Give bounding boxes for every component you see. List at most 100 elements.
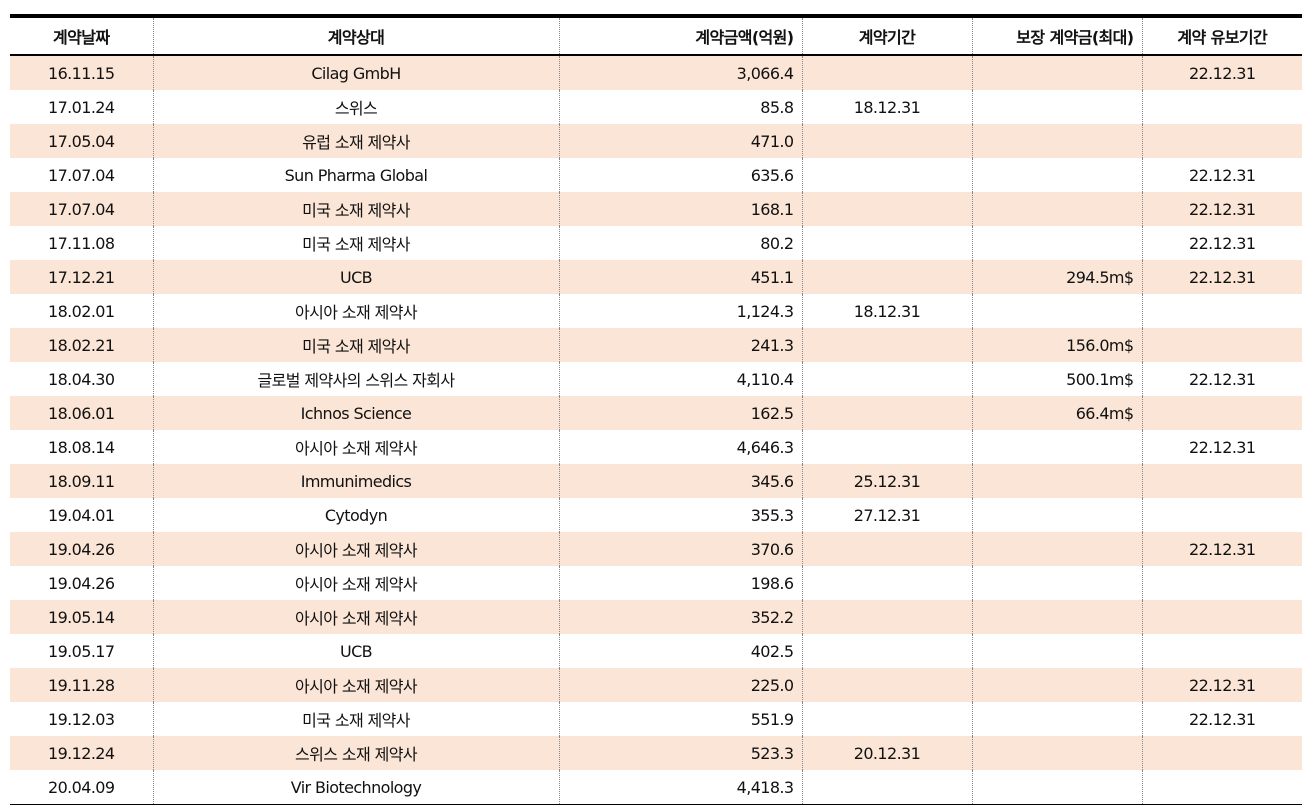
cell-guarantee bbox=[971, 294, 1142, 328]
table-row: 19.05.14 아시아 소재 제약사 352.2 bbox=[10, 600, 1302, 634]
table-row: 18.02.21 미국 소재 제약사 241.3 156.0m$ bbox=[10, 328, 1302, 362]
cell-hold bbox=[1141, 770, 1302, 805]
cell-guarantee: 294.5m$ bbox=[971, 260, 1142, 294]
cell-guarantee bbox=[971, 430, 1142, 464]
header-amount: 계약금액(억원) bbox=[558, 16, 802, 55]
cell-period bbox=[801, 668, 972, 702]
cell-amount: 1,124.3 bbox=[558, 294, 802, 328]
cell-partner: UCB bbox=[152, 260, 559, 294]
cell-amount: 162.5 bbox=[558, 396, 802, 430]
table-row: 18.02.01 아시아 소재 제약사 1,124.3 18.12.31 bbox=[10, 294, 1302, 328]
cell-amount: 3,066.4 bbox=[558, 55, 802, 90]
cell-hold bbox=[1141, 396, 1302, 430]
cell-date: 19.04.01 bbox=[48, 505, 115, 525]
cell-date: 18.06.01 bbox=[48, 403, 115, 423]
cell-guarantee bbox=[971, 736, 1142, 770]
cell-amount: 451.1 bbox=[558, 260, 802, 294]
cell-amount: 471.0 bbox=[558, 124, 802, 158]
cell-partner: 아시아 소재 제약사 bbox=[152, 532, 559, 566]
cell-guarantee bbox=[971, 158, 1142, 192]
cell-period bbox=[801, 158, 972, 192]
cell-hold bbox=[1141, 566, 1302, 600]
cell-partner: 미국 소재 제약사 bbox=[152, 192, 559, 226]
cell-period bbox=[801, 328, 972, 362]
cell-date: 16.11.15 bbox=[48, 63, 115, 83]
cell-period bbox=[801, 702, 972, 736]
cell-date: 17.12.21 bbox=[48, 267, 115, 287]
table-row: 18.08.14 아시아 소재 제약사 4,646.3 22.12.31 bbox=[10, 430, 1302, 464]
table-row: 19.04.26 아시아 소재 제약사 370.6 22.12.31 bbox=[10, 532, 1302, 566]
cell-hold bbox=[1141, 328, 1302, 362]
header-hold: 계약 유보기간 bbox=[1141, 16, 1302, 55]
cell-guarantee: 66.4m$ bbox=[971, 396, 1142, 430]
table-row: 19.05.17 UCB 402.5 bbox=[10, 634, 1302, 668]
cell-partner: Cytodyn bbox=[152, 498, 559, 532]
cell-partner: Vir Biotechnology bbox=[152, 770, 559, 805]
table-row: 16.11.15 Cilag GmbH 3,066.4 22.12.31 bbox=[10, 55, 1302, 90]
cell-period bbox=[801, 124, 972, 158]
cell-hold bbox=[1141, 634, 1302, 668]
contracts-table: 계약날짜 계약상대 계약금액(억원) 계약기간 보장 계약금(최대) 계약 유보… bbox=[10, 14, 1302, 805]
cell-date: 17.05.04 bbox=[48, 131, 115, 151]
cell-date: 18.04.30 bbox=[48, 369, 115, 389]
cell-period bbox=[801, 396, 972, 430]
cell-partner: 미국 소재 제약사 bbox=[152, 328, 559, 362]
cell-hold bbox=[1141, 124, 1302, 158]
cell-partner: 아시아 소재 제약사 bbox=[152, 668, 559, 702]
cell-partner: Ichnos Science bbox=[152, 396, 559, 430]
cell-date: 17.01.24 bbox=[48, 97, 115, 117]
cell-guarantee bbox=[971, 634, 1142, 668]
cell-hold bbox=[1141, 498, 1302, 532]
cell-period bbox=[801, 566, 972, 600]
cell-amount: 523.3 bbox=[558, 736, 802, 770]
cell-guarantee: 500.1m$ bbox=[971, 362, 1142, 396]
cell-date: 19.11.28 bbox=[48, 675, 115, 695]
cell-period: 27.12.31 bbox=[801, 498, 972, 532]
cell-partner: Immunimedics bbox=[152, 464, 559, 498]
table-row: 17.11.08 미국 소재 제약사 80.2 22.12.31 bbox=[10, 226, 1302, 260]
table-row: 17.01.24 스위스 85.8 18.12.31 bbox=[10, 90, 1302, 124]
cell-guarantee bbox=[971, 702, 1142, 736]
cell-amount: 635.6 bbox=[558, 158, 802, 192]
cell-period bbox=[801, 634, 972, 668]
cell-amount: 241.3 bbox=[558, 328, 802, 362]
cell-amount: 345.6 bbox=[558, 464, 802, 498]
cell-date: 19.12.24 bbox=[48, 743, 115, 763]
cell-hold bbox=[1141, 90, 1302, 124]
header-period: 계약기간 bbox=[801, 16, 972, 55]
cell-amount: 4,110.4 bbox=[558, 362, 802, 396]
table-row: 18.04.30 글로벌 제약사의 스위스 자회사 4,110.4 500.1m$ 22… bbox=[10, 362, 1302, 396]
cell-hold: 22.12.31 bbox=[1141, 226, 1302, 260]
cell-partner: 아시아 소재 제약사 bbox=[152, 566, 559, 600]
cell-date: 19.04.26 bbox=[48, 539, 115, 559]
table-row: 19.04.26 아시아 소재 제약사 198.6 bbox=[10, 566, 1302, 600]
cell-hold: 22.12.31 bbox=[1141, 532, 1302, 566]
table-row: 17.07.04 미국 소재 제약사 168.1 22.12.31 bbox=[10, 192, 1302, 226]
cell-guarantee bbox=[971, 498, 1142, 532]
cell-period bbox=[801, 600, 972, 634]
cell-period: 18.12.31 bbox=[801, 90, 972, 124]
cell-period bbox=[801, 55, 972, 90]
cell-period: 25.12.31 bbox=[801, 464, 972, 498]
cell-guarantee bbox=[971, 668, 1142, 702]
cell-date: 18.02.21 bbox=[48, 335, 115, 355]
table-row: 17.07.04 Sun Pharma Global 635.6 22.12.31 bbox=[10, 158, 1302, 192]
cell-hold: 22.12.31 bbox=[1141, 430, 1302, 464]
table-row: 19.12.24 스위스 소재 제약사 523.3 20.12.31 bbox=[10, 736, 1302, 770]
cell-hold: 22.12.31 bbox=[1141, 362, 1302, 396]
cell-partner: 미국 소재 제약사 bbox=[152, 702, 559, 736]
cell-hold: 22.12.31 bbox=[1141, 668, 1302, 702]
cell-amount: 402.5 bbox=[558, 634, 802, 668]
cell-partner: 아시아 소재 제약사 bbox=[152, 430, 559, 464]
cell-hold: 22.12.31 bbox=[1141, 702, 1302, 736]
cell-partner: UCB bbox=[152, 634, 559, 668]
cell-date: 19.04.26 bbox=[48, 573, 115, 593]
cell-hold: 22.12.31 bbox=[1141, 158, 1302, 192]
cell-amount: 80.2 bbox=[558, 226, 802, 260]
cell-guarantee bbox=[971, 464, 1142, 498]
cell-partner: 아시아 소재 제약사 bbox=[152, 294, 559, 328]
cell-amount: 352.2 bbox=[558, 600, 802, 634]
cell-date: 19.05.17 bbox=[48, 641, 115, 661]
cell-date: 18.08.14 bbox=[48, 437, 115, 457]
cell-hold: 22.12.31 bbox=[1141, 260, 1302, 294]
